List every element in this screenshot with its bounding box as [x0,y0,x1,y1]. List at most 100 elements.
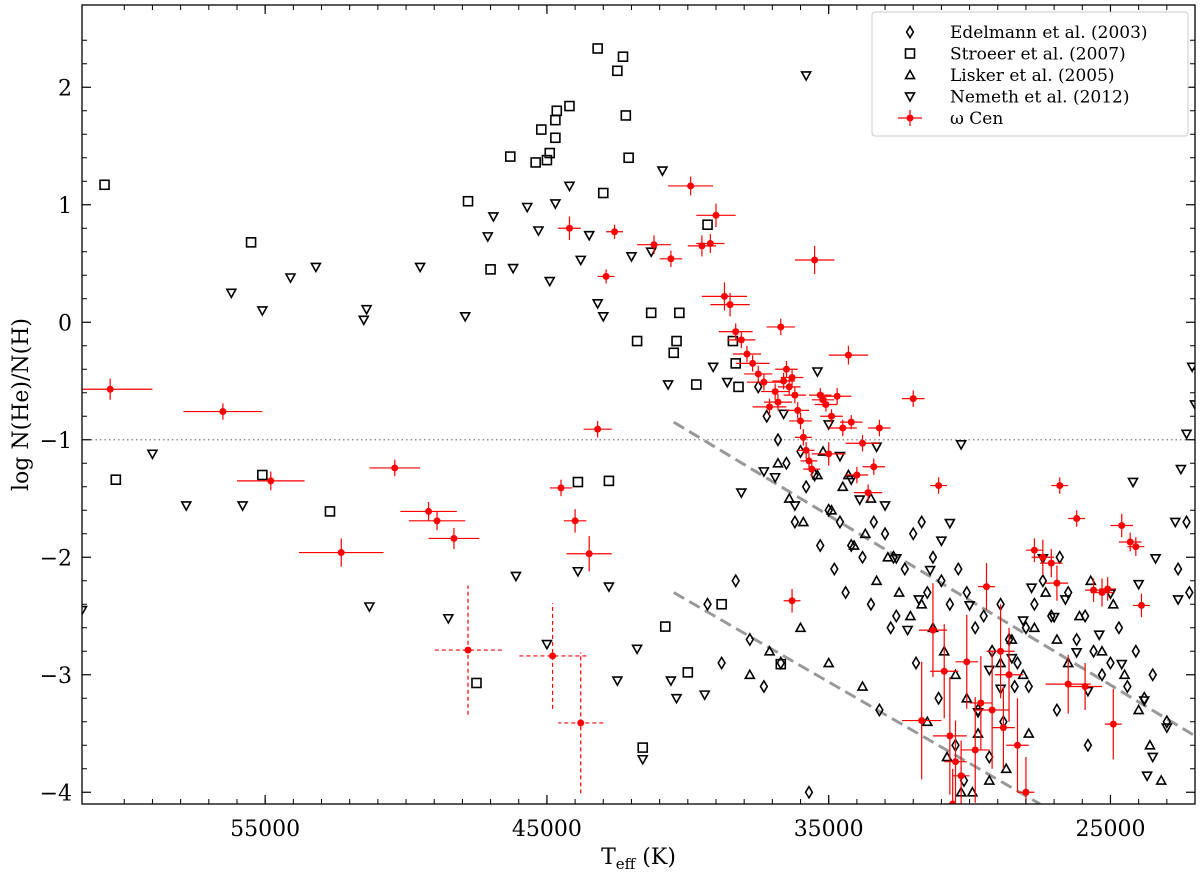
data-point [717,655,726,671]
data-point [324,506,336,517]
data-point [674,307,685,319]
data-point [720,292,728,300]
data-point [982,583,990,591]
data-point [337,549,345,557]
data-point [541,639,553,651]
data-point [782,365,790,373]
plot-contents [82,43,1195,804]
data-point [901,625,914,637]
data-point [284,273,297,284]
data-point [433,517,441,525]
data-point [1083,738,1093,753]
data-point [1132,543,1140,551]
data-point [425,507,433,515]
data-point [572,476,584,488]
data-point [623,152,634,164]
data-point [1127,477,1139,489]
data-point [1013,741,1021,749]
data-point [510,571,522,583]
data-point [1141,771,1153,782]
data-point [788,373,796,381]
y-tick-label: −3 [40,664,72,689]
data-point [583,230,596,242]
data-point [1022,727,1035,738]
legend-marker-stroeer-et-al-2007 [904,48,916,59]
data-point [603,475,615,487]
data-point [1172,595,1184,606]
data-point [727,335,739,347]
data-point [940,667,948,675]
data-point [853,495,866,506]
data-point [1025,583,1038,594]
data-point [732,328,740,336]
data-point [875,424,883,432]
data-point [937,573,946,588]
data-point [391,464,399,472]
data-point [788,597,796,605]
data-point [766,403,774,411]
data-point [893,586,905,597]
data-point [1070,648,1083,659]
data-point [698,690,711,701]
data-point [1024,679,1034,694]
data-point [1053,579,1061,587]
data-point [773,432,783,447]
data-point [670,693,683,705]
data-point [620,110,632,121]
data-point [257,469,268,481]
data-point [841,585,850,600]
data-point [585,550,593,558]
legend-label: Stroeer et al. (2007) [950,45,1126,65]
data-point [1118,668,1131,680]
data-point [805,457,813,465]
data-point [267,477,275,485]
data-point [603,582,615,593]
data-point [908,526,918,541]
data-point [811,256,819,264]
data-point [1048,612,1060,624]
data-point [760,378,768,386]
data-point [769,472,782,484]
data-point [745,632,755,647]
series-lisker-et-al-2005 [743,445,1168,797]
data-point [1098,589,1106,596]
y-axis-label: log N(He)/N(H) [9,318,34,491]
y-tick-label: 2 [58,76,72,101]
legend-label: Edelmann et al. (2003) [950,23,1148,43]
data-point [631,644,643,656]
data-point [357,315,370,327]
legend-label: Lisker et al. (2005) [950,66,1115,86]
data-point [1017,616,1029,627]
data-point [625,252,638,263]
data-point [870,463,878,471]
data-point [962,585,972,600]
data-point [1080,608,1090,624]
data-point [1175,464,1187,476]
data-point [712,211,720,219]
data-point [219,408,227,416]
data-point [1132,579,1145,591]
data-point [859,527,872,539]
data-point [706,240,714,248]
data-point [797,417,805,425]
data-point [1155,774,1168,785]
data-point [716,598,727,610]
data-point [592,43,603,54]
data-point [923,585,932,600]
data-point [591,299,604,310]
data-point [737,336,745,344]
y-tick-label: 0 [58,311,72,336]
data-point [971,746,979,754]
data-point [970,620,980,635]
data-point [462,195,474,207]
data-point [963,601,976,612]
data-point [597,187,609,199]
data-point [611,228,619,236]
data-point [772,457,784,468]
data-point [637,742,649,753]
data-point [549,199,562,210]
data-point [789,501,801,512]
legend-label: Nemeth et al. (2012) [950,88,1130,108]
data-point [811,468,824,480]
data-point [541,154,553,166]
